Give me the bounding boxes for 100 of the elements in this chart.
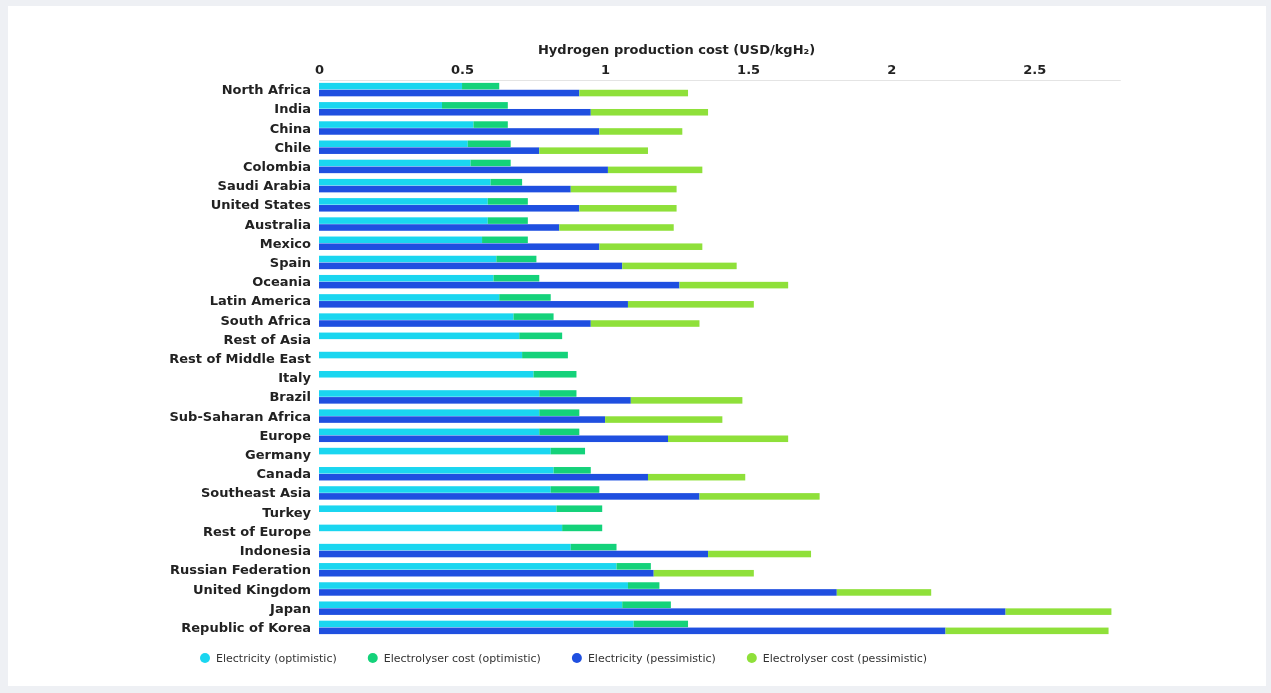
- bar: [627, 582, 660, 589]
- x-tick-label: 2.5: [1023, 62, 1047, 77]
- bar: [442, 102, 508, 109]
- bar: [599, 243, 703, 250]
- bar: [539, 409, 580, 416]
- x-tick-label: 0.5: [451, 62, 475, 77]
- bar: [513, 313, 554, 320]
- x-tick-label: 0: [314, 62, 325, 77]
- y-tick-label: Saudi Arabia: [217, 178, 311, 194]
- bar: [668, 435, 789, 443]
- bar: [319, 108, 591, 116]
- y-tick-label: Japan: [269, 600, 311, 616]
- y-tick-label: Brazil: [269, 389, 311, 405]
- bar: [473, 121, 508, 128]
- x-tick-label: 1: [601, 62, 611, 77]
- y-tick-label: Turkey: [262, 504, 312, 520]
- bar: [487, 217, 528, 224]
- y-tick-label: Rest of Europe: [202, 523, 312, 539]
- legend-label: Electrolyser cost (pessimistic): [762, 651, 928, 665]
- bar: [559, 224, 674, 231]
- x-tick-label: 2: [887, 62, 897, 77]
- bar: [539, 147, 648, 154]
- bar: [550, 447, 586, 455]
- bar: [556, 505, 603, 512]
- y-tick-label: Colombia: [243, 158, 311, 174]
- bar: [487, 198, 528, 205]
- bar: [319, 370, 534, 378]
- bar: [533, 370, 577, 378]
- y-tick-label: Latin America: [209, 293, 311, 309]
- x-axis-title: Hydrogen production cost (USD/kgH₂): [538, 42, 816, 57]
- bar: [470, 159, 511, 167]
- bar: [622, 601, 671, 609]
- y-tick-label: Russian Federation: [169, 562, 311, 578]
- bar: [579, 89, 689, 97]
- bar: [836, 589, 932, 596]
- y-tick-label: Canada: [256, 466, 311, 482]
- bar: [579, 205, 677, 212]
- bar: [482, 236, 528, 244]
- bar: [630, 397, 743, 404]
- bar: [539, 428, 580, 436]
- y-tick-label: Republic of Korea: [181, 619, 311, 635]
- y-tick-label: Rest of Asia: [223, 331, 311, 347]
- bar: [1005, 608, 1112, 615]
- y-tick-label: South Africa: [220, 312, 311, 328]
- bar: [607, 166, 703, 174]
- bar: [490, 178, 523, 186]
- bar: [562, 524, 603, 532]
- y-tick-label: Mexico: [259, 235, 312, 251]
- y-tick-label: Sub-Saharan Africa: [169, 408, 311, 424]
- bar: [319, 447, 551, 455]
- bar: [633, 620, 689, 628]
- y-tick-label: Chile: [274, 139, 312, 155]
- y-tick-label: United States: [210, 197, 312, 213]
- bar: [539, 390, 577, 397]
- legend-label: Electricity (optimistic): [216, 651, 337, 665]
- y-tick-label: Australia: [244, 216, 311, 232]
- legend-label: Electrolyser cost (optimistic): [383, 651, 541, 665]
- bar: [699, 493, 820, 500]
- bar: [599, 128, 683, 135]
- y-tick-label: Oceania: [252, 274, 311, 290]
- y-tick-label: Spain: [269, 255, 311, 271]
- bar: [590, 320, 700, 327]
- bar: [319, 281, 680, 289]
- bar: [647, 473, 746, 481]
- bar: [616, 563, 651, 570]
- bar: [462, 82, 500, 90]
- bar: [708, 550, 812, 558]
- y-tick-label: United Kingdom: [192, 581, 311, 597]
- bar: [570, 185, 677, 193]
- bar: [319, 332, 520, 340]
- y-tick-label: North Africa: [221, 82, 311, 98]
- bar: [627, 301, 754, 308]
- bar: [496, 255, 537, 263]
- y-tick-label: Europe: [259, 427, 312, 443]
- bar: [319, 608, 1006, 615]
- bar: [319, 351, 523, 359]
- bar: [319, 505, 557, 512]
- bar: [319, 524, 563, 532]
- bar: [653, 569, 754, 577]
- bar: [493, 274, 540, 282]
- bar: [467, 140, 511, 148]
- bar: [605, 416, 723, 423]
- y-tick-label: Southeast Asia: [200, 485, 311, 501]
- y-tick-label: Germany: [245, 447, 312, 463]
- bar: [590, 108, 709, 116]
- y-tick-label: China: [269, 120, 311, 136]
- bar: [550, 486, 600, 493]
- bar: [519, 332, 563, 340]
- y-tick-label: Indonesia: [239, 543, 311, 559]
- bar: [553, 467, 591, 474]
- bar: [570, 543, 617, 551]
- y-tick-label: India: [274, 101, 311, 117]
- bar: [679, 281, 789, 289]
- y-tick-label: Rest of Middle East: [169, 351, 311, 367]
- bar: [522, 351, 568, 359]
- y-tick-label: Italy: [278, 370, 312, 386]
- bar: [499, 294, 551, 301]
- legend-label: Electricity (pessimistic): [587, 651, 716, 665]
- bar: [622, 262, 737, 270]
- x-tick-label: 1.5: [737, 62, 761, 77]
